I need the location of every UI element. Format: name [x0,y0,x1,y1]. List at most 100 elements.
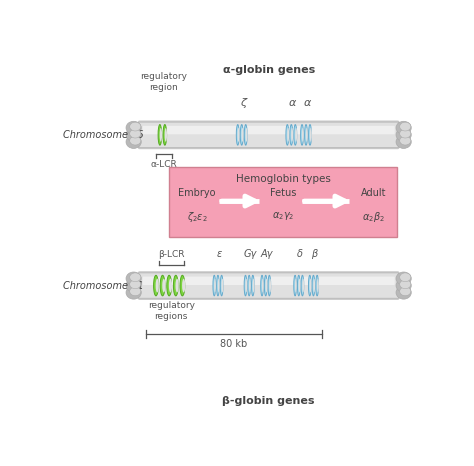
Ellipse shape [290,124,293,145]
Text: β: β [311,249,318,259]
Ellipse shape [301,275,304,296]
Ellipse shape [400,280,411,289]
Ellipse shape [294,275,296,296]
Ellipse shape [396,279,411,292]
Ellipse shape [295,128,297,142]
Text: Gγ: Gγ [244,249,257,259]
Text: 80 kb: 80 kb [220,339,247,350]
Ellipse shape [130,129,141,138]
Ellipse shape [160,275,165,296]
Ellipse shape [246,128,247,142]
FancyBboxPatch shape [169,167,397,237]
Ellipse shape [126,128,141,141]
Text: α: α [289,98,296,108]
Text: β-LCR: β-LCR [158,250,184,259]
Ellipse shape [182,279,185,293]
Ellipse shape [217,275,219,296]
Ellipse shape [126,135,141,149]
Text: Aγ: Aγ [261,249,273,259]
Text: δ: δ [297,249,303,259]
Ellipse shape [249,279,251,293]
Ellipse shape [130,280,141,289]
Ellipse shape [400,129,411,138]
Ellipse shape [312,275,315,296]
Ellipse shape [400,136,411,145]
Ellipse shape [248,275,250,296]
Ellipse shape [240,124,243,145]
Ellipse shape [396,121,411,134]
Ellipse shape [126,286,141,299]
Ellipse shape [299,279,301,293]
Ellipse shape [265,279,267,293]
Ellipse shape [244,275,247,296]
Ellipse shape [218,279,219,293]
Ellipse shape [162,279,165,293]
Text: Chromosome 11: Chromosome 11 [63,281,144,291]
Text: Chromosome 16: Chromosome 16 [63,130,144,140]
Text: $\zeta_2\varepsilon_2$: $\zeta_2\varepsilon_2$ [187,210,208,225]
Ellipse shape [396,286,411,299]
Ellipse shape [400,287,411,296]
Ellipse shape [164,128,167,142]
Ellipse shape [252,275,254,296]
Ellipse shape [169,279,172,293]
Ellipse shape [130,273,141,281]
Ellipse shape [396,272,411,285]
Text: α-globin genes: α-globin genes [222,65,315,75]
Ellipse shape [302,279,304,293]
Ellipse shape [268,275,271,296]
Ellipse shape [160,128,162,142]
Ellipse shape [214,279,216,293]
Ellipse shape [287,128,289,142]
Ellipse shape [154,275,158,296]
Ellipse shape [130,136,141,145]
Text: $\alpha_2\gamma_2$: $\alpha_2\gamma_2$ [272,210,294,222]
FancyBboxPatch shape [138,273,399,298]
Ellipse shape [309,124,311,145]
FancyBboxPatch shape [143,276,395,285]
Text: ζ: ζ [240,98,246,108]
Ellipse shape [305,124,308,145]
Text: ε: ε [217,249,222,259]
Ellipse shape [309,275,311,296]
Ellipse shape [306,128,308,142]
Ellipse shape [400,122,411,131]
Ellipse shape [396,135,411,149]
Ellipse shape [213,275,216,296]
Ellipse shape [180,275,185,296]
Ellipse shape [310,279,311,293]
Ellipse shape [294,124,297,145]
Ellipse shape [316,275,319,296]
Text: β-globin genes: β-globin genes [222,396,315,406]
Text: regulatory
regions: regulatory regions [148,301,195,321]
Ellipse shape [158,124,162,145]
Text: Adult: Adult [361,188,386,198]
Ellipse shape [310,128,312,142]
Ellipse shape [262,279,264,293]
Ellipse shape [261,275,264,296]
Ellipse shape [237,124,239,145]
FancyBboxPatch shape [138,122,399,148]
FancyBboxPatch shape [143,126,395,134]
Ellipse shape [167,275,172,296]
Ellipse shape [244,124,247,145]
Text: Embryo: Embryo [178,188,216,198]
FancyBboxPatch shape [138,121,400,149]
Ellipse shape [130,122,141,131]
Ellipse shape [269,279,271,293]
Ellipse shape [264,275,267,296]
Ellipse shape [246,279,247,293]
Ellipse shape [253,279,255,293]
Ellipse shape [302,128,304,142]
Ellipse shape [163,124,166,145]
Ellipse shape [242,128,244,142]
Ellipse shape [173,275,178,296]
Ellipse shape [126,121,141,134]
Ellipse shape [301,124,303,145]
Ellipse shape [317,279,319,293]
Ellipse shape [298,275,300,296]
Ellipse shape [126,272,141,285]
Ellipse shape [313,279,315,293]
Text: $\alpha_2\beta_2$: $\alpha_2\beta_2$ [362,210,385,225]
Text: regulatory
region: regulatory region [140,72,187,92]
